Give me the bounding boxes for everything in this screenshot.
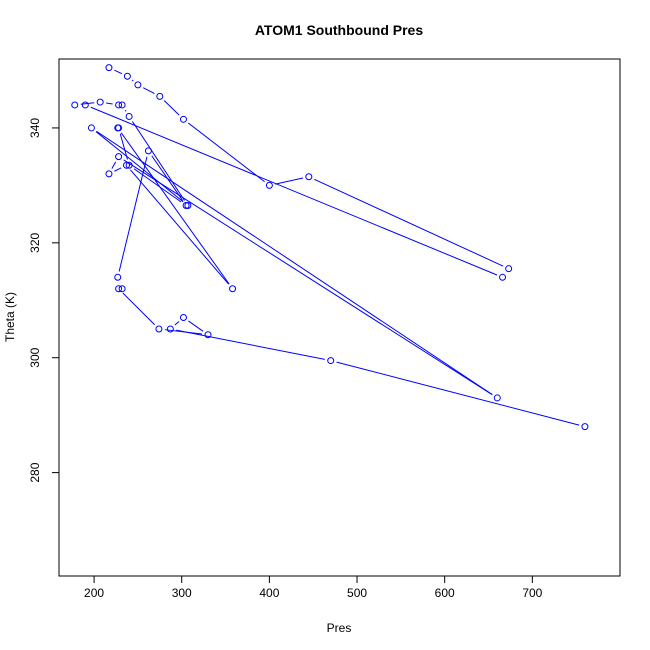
chart-title: ATOM1 Southbound Pres <box>255 22 423 38</box>
x-tick-label: 500 <box>347 586 367 600</box>
data-point <box>493 394 501 402</box>
series-segment <box>174 321 180 326</box>
data-point <box>125 161 133 169</box>
series-segment <box>188 320 204 332</box>
data-point <box>182 201 190 209</box>
data-point <box>115 124 123 132</box>
data-point <box>105 170 113 178</box>
y-tick-label: 300 <box>28 347 42 367</box>
series-segment <box>133 168 182 203</box>
data-point <box>265 181 273 189</box>
series-segment <box>123 159 493 396</box>
series-points <box>71 64 589 431</box>
data-point <box>115 153 123 161</box>
series-segment <box>131 79 134 82</box>
data-point <box>505 265 513 273</box>
series-segment <box>118 156 148 272</box>
y-axis-label: Theta (K) <box>3 292 17 342</box>
series-segment <box>142 87 155 94</box>
x-tick-label: 400 <box>259 586 279 600</box>
series-segment <box>95 131 184 203</box>
series-segment <box>120 132 230 285</box>
series-segment <box>176 329 325 360</box>
data-point <box>118 285 126 293</box>
data-point <box>156 92 164 100</box>
series-segment <box>96 130 493 396</box>
axes: 200 300 400 500 600 700 280 300 320 340 <box>28 58 621 600</box>
y-tick-label: 280 <box>28 462 42 482</box>
series-segment <box>130 169 230 285</box>
series-segment <box>132 121 185 201</box>
x-axis-label: Pres <box>327 621 352 635</box>
plot-frame <box>58 58 621 577</box>
data-point <box>581 423 589 431</box>
data-point <box>87 124 95 132</box>
data-point <box>114 273 122 281</box>
x-tick-label: 700 <box>522 586 542 600</box>
series-segment <box>114 167 122 172</box>
data-point <box>155 325 163 333</box>
x-tick-label: 200 <box>84 586 104 600</box>
x-tick-label: 600 <box>435 586 455 600</box>
data-point <box>122 161 130 169</box>
series-segment <box>122 292 156 326</box>
data-point <box>125 112 133 120</box>
data-point <box>105 64 113 72</box>
series-segment <box>111 161 117 169</box>
data-point <box>115 285 123 293</box>
data-point <box>134 81 142 89</box>
series-segment <box>106 102 113 105</box>
series-segment <box>114 69 123 75</box>
series-segment <box>163 100 180 116</box>
data-point <box>327 357 335 365</box>
series-segment <box>90 106 498 276</box>
series-segment <box>336 361 580 426</box>
data-point <box>144 147 152 155</box>
series-segment <box>151 155 184 201</box>
data-point <box>123 72 131 80</box>
data-point <box>305 173 313 181</box>
data-point <box>179 314 187 321</box>
data-point <box>96 98 104 106</box>
data-point <box>204 331 212 339</box>
series-segment <box>124 109 127 112</box>
data-point <box>229 285 237 293</box>
series-segment <box>80 102 95 105</box>
series-segment <box>275 177 304 185</box>
y-tick-label: 340 <box>28 118 42 138</box>
data-point <box>71 101 79 109</box>
data-point <box>118 101 126 109</box>
data-point <box>499 273 507 281</box>
data-point <box>115 101 123 109</box>
y-tick-label: 320 <box>28 232 42 252</box>
x-tick-label: 300 <box>172 586 192 600</box>
series-lines <box>80 69 580 426</box>
data-point <box>179 115 187 123</box>
data-point <box>166 325 174 333</box>
series-segment <box>187 122 265 183</box>
series-segment <box>314 178 504 267</box>
data-point <box>81 101 89 109</box>
series-segment <box>119 133 128 160</box>
